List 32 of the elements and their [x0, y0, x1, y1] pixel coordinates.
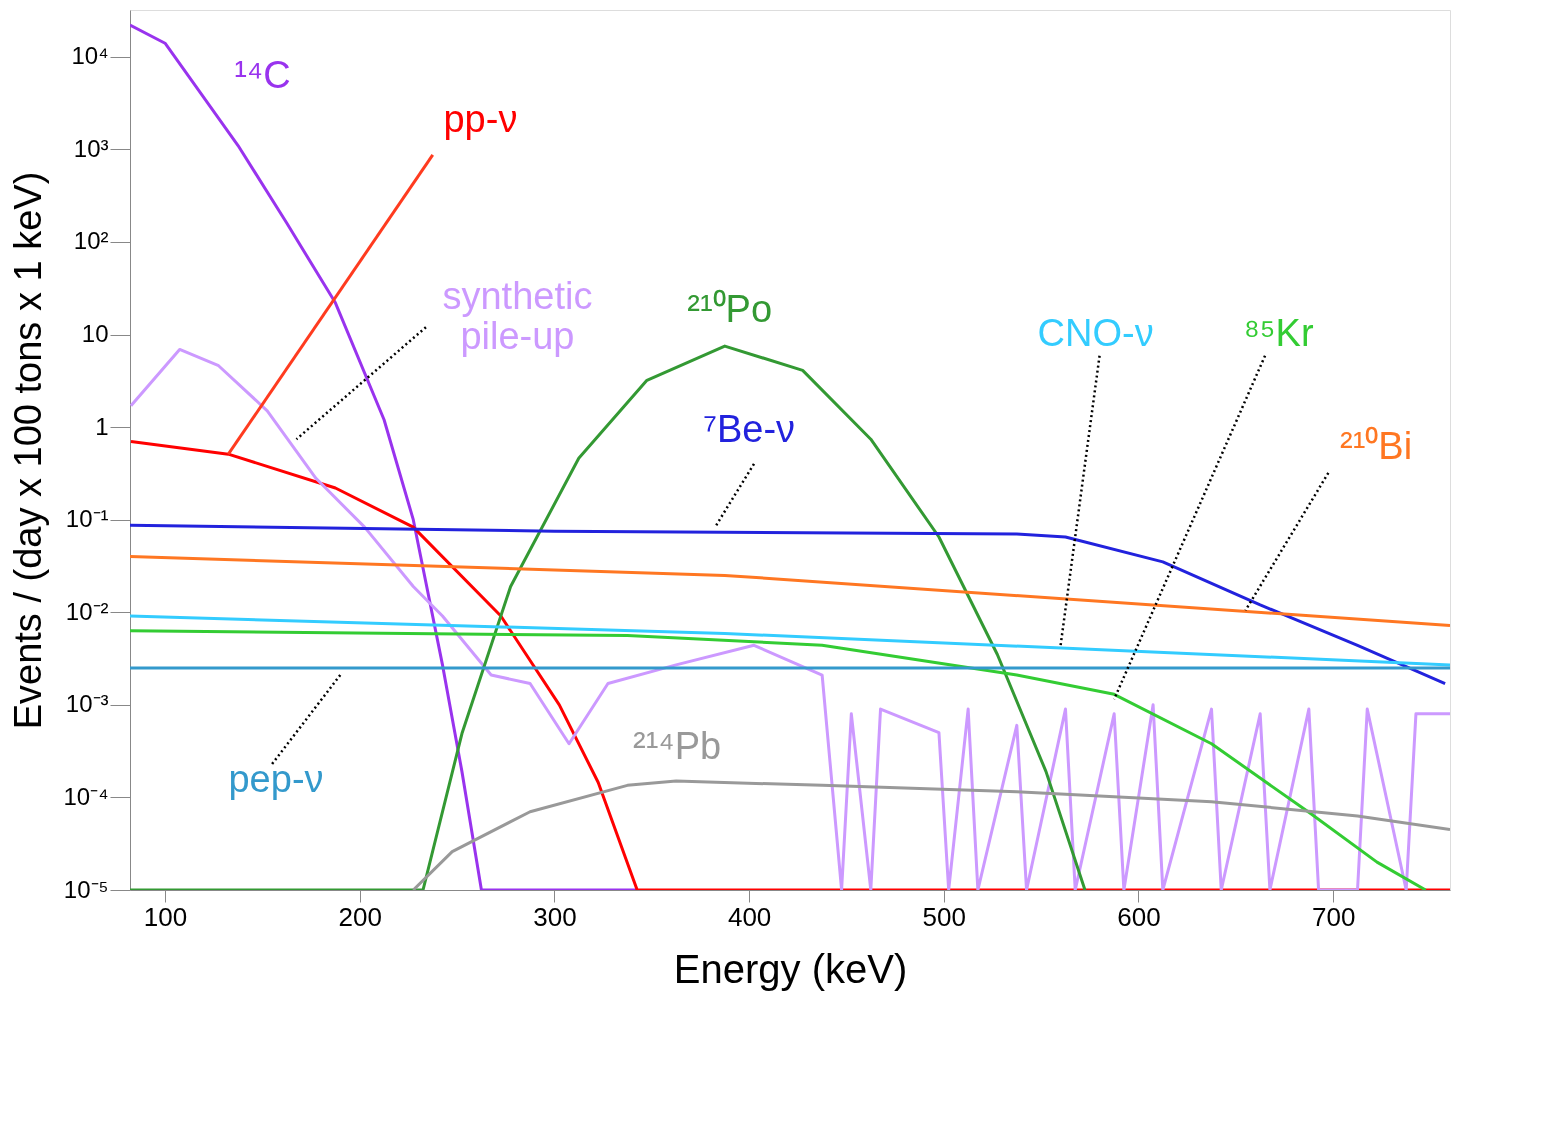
- y-tick-label: 10⁻⁴: [63, 782, 109, 810]
- x-axis-title: Energy (keV): [673, 946, 908, 991]
- y-tick-label: 10³: [73, 134, 109, 162]
- y-tick-label: 1: [95, 412, 109, 440]
- x-tick-label: 400: [727, 901, 772, 932]
- x-tick-label: 700: [1311, 901, 1356, 932]
- x-tick-label: 300: [533, 901, 577, 932]
- y-tick-label: 10⁻³: [65, 690, 109, 718]
- text: ²¹⁰Bi: [1339, 424, 1413, 467]
- series-label: ²¹⁴Pb: [633, 725, 722, 768]
- text: ⁸⁵Kr: [1243, 311, 1314, 354]
- text: pp-ν: [443, 98, 518, 141]
- y-tick-label: 10⁴: [71, 42, 109, 70]
- x-tick-label: 100: [143, 901, 188, 932]
- x-tick-label: 500: [922, 901, 966, 932]
- text: synthetic pile-up: [442, 274, 593, 357]
- series-label: ²¹⁰Po: [687, 287, 773, 330]
- y-tick-label: 10: [81, 320, 109, 348]
- text: pep-ν: [228, 758, 324, 801]
- y-tick-label: 10⁻²: [65, 597, 109, 625]
- line-series: [130, 629, 1428, 890]
- y-tick-label: 10⁻⁵: [63, 875, 109, 903]
- y-tick-label: 10⁻¹: [65, 505, 109, 533]
- series-label: ¹⁴C: [234, 54, 291, 97]
- y-tick-label: 10²: [73, 227, 109, 255]
- text: ⁷Be-ν: [703, 408, 796, 451]
- x-tick-label: 200: [338, 901, 382, 932]
- x-tick-label: 600: [1117, 901, 1161, 932]
- y-axis-title: Events / (day x 100 tons x 1 keV): [7, 171, 50, 730]
- text: CNO-ν: [1037, 311, 1154, 354]
- line-series: [411, 779, 1450, 890]
- line-series: [130, 523, 1447, 685]
